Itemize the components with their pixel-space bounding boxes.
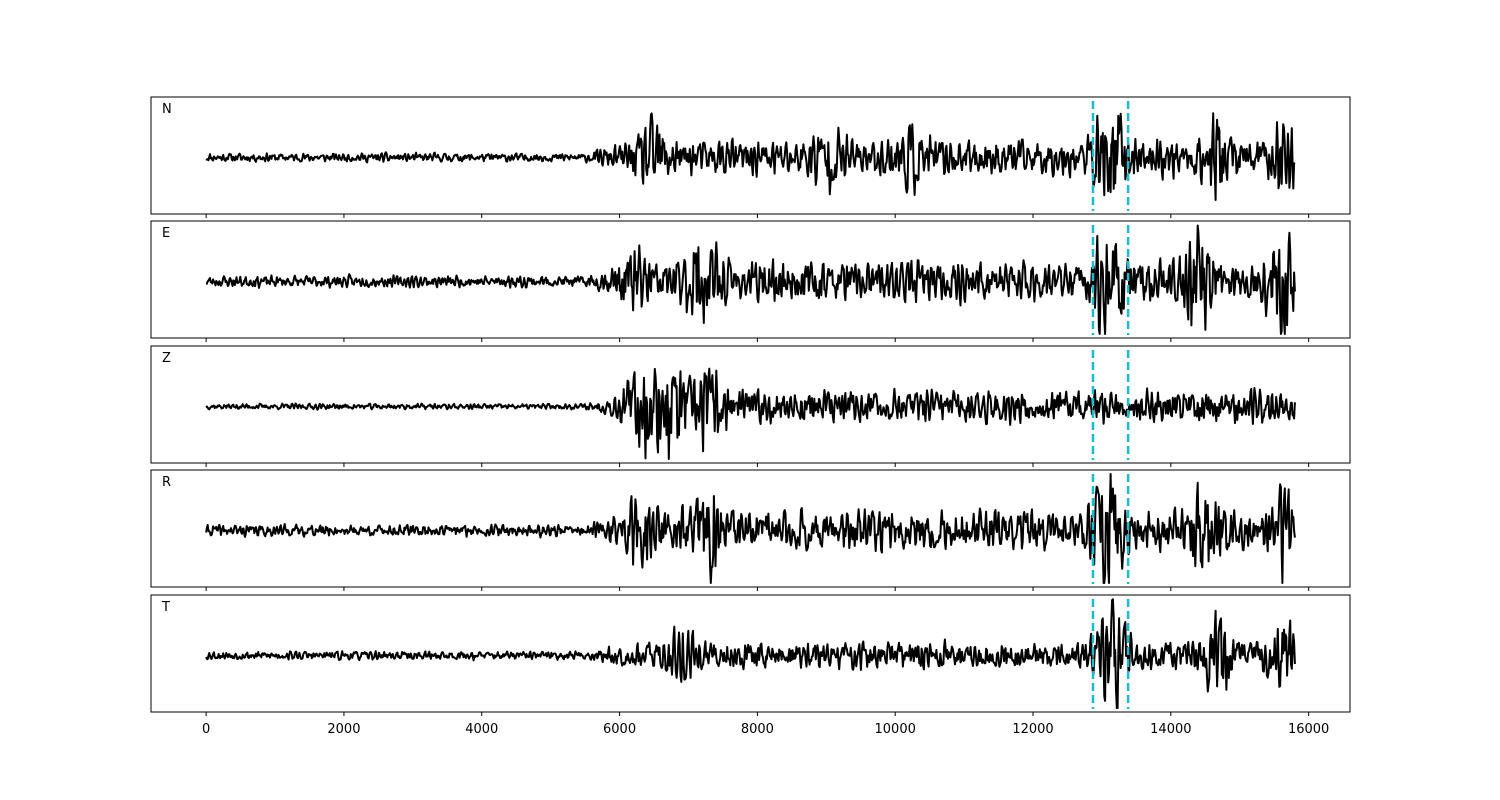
waveform-t — [205, 598, 1296, 709]
panel-label: R — [162, 475, 171, 490]
panel-label: T — [161, 600, 170, 615]
x-tick-label: 14000 — [1150, 722, 1191, 737]
x-tick-label: 0 — [202, 722, 210, 737]
trace-panel-t: T — [150, 594, 1351, 716]
x-tick-label: 2000 — [327, 722, 360, 737]
waveform-r — [205, 473, 1296, 584]
panels-group: N E Z R T — [150, 96, 1351, 716]
waveform-z — [205, 367, 1296, 460]
panel-label: N — [162, 102, 172, 117]
x-tick-label: 16000 — [1288, 722, 1329, 737]
trace-panel-r: R — [150, 469, 1351, 591]
x-tick-label: 4000 — [465, 722, 498, 737]
panel-frame — [150, 469, 1351, 588]
waveform-e — [205, 224, 1296, 335]
panel-frame — [150, 220, 1351, 339]
panel-frame — [150, 594, 1351, 713]
panel-label: Z — [162, 351, 171, 366]
panel-frame — [150, 345, 1351, 464]
trace-panel-z: Z — [150, 345, 1351, 467]
x-tick-label: 6000 — [603, 722, 636, 737]
x-tick-label: 12000 — [1012, 722, 1053, 737]
waveform-n — [205, 112, 1296, 201]
x-axis: 0 2000 4000 6000 8000 10000 12000 14000 16000 — [202, 722, 1329, 737]
x-tick-label: 10000 — [875, 722, 916, 737]
x-tick-label: 8000 — [741, 722, 774, 737]
trace-panel-n: N — [150, 96, 1351, 218]
panel-frame — [150, 96, 1351, 215]
panel-label: E — [162, 226, 170, 241]
trace-panel-e: E — [150, 220, 1351, 342]
